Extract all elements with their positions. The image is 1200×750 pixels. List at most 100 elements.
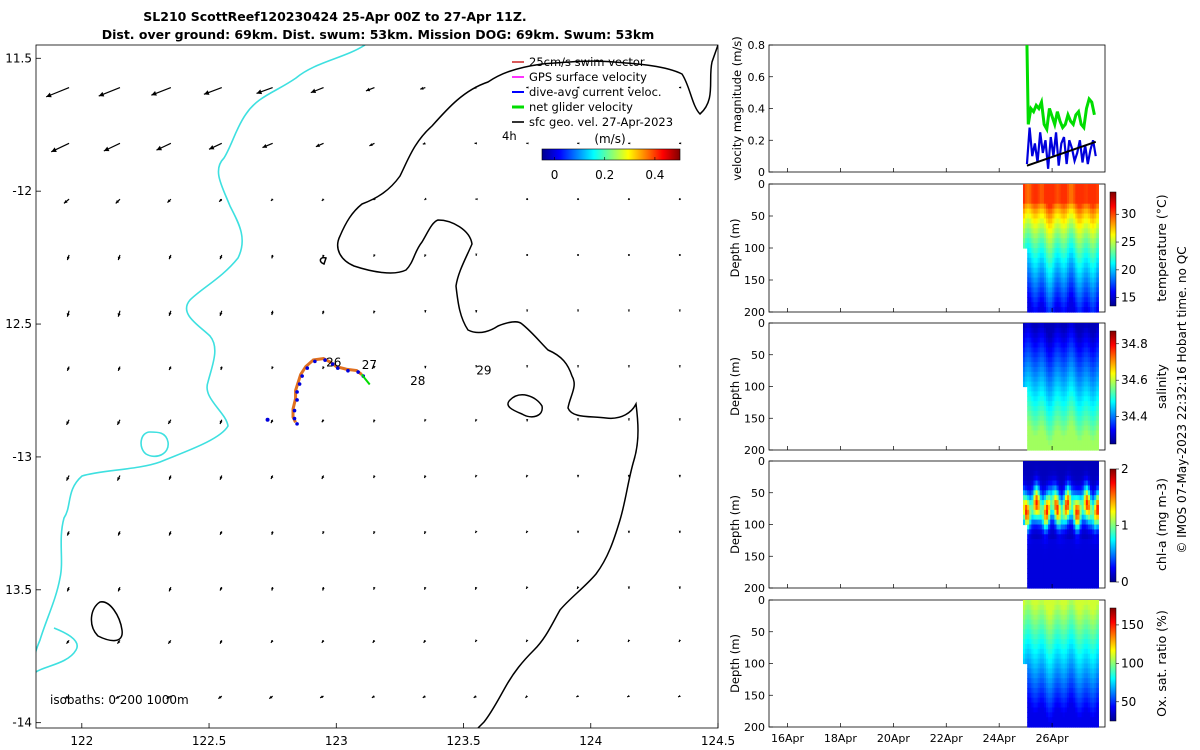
time-axis-labels: 16Apr 18Apr 20Apr 22Apr 24Apr 26Apr [771, 732, 1069, 745]
geo-vector [115, 198, 121, 204]
geo-vector [270, 310, 274, 316]
salinity-cbar-tick-label: 34.6 [1121, 373, 1148, 387]
dive-current-outlier [265, 417, 270, 422]
geo-vector [271, 531, 274, 535]
time-tick-label: 20Apr [877, 732, 911, 745]
temperature-y-label: Depth (m) [728, 219, 742, 278]
geo-vector [577, 198, 580, 201]
geo-vector [270, 419, 274, 424]
geo-vector [373, 531, 376, 535]
isobaths-label: isobaths: 0 200 1000m [50, 693, 189, 707]
map-x-axis: 122 122.5 123 123.5 124 124.5 [70, 723, 735, 748]
dive-current-marker [335, 366, 340, 370]
geo-vector [66, 310, 70, 317]
geo-vector [526, 198, 529, 201]
geo-vector [423, 475, 427, 479]
oxygen-y-tick-label: 50 [751, 626, 765, 639]
geo-vector [627, 365, 631, 368]
geo-vector [678, 639, 682, 643]
geo-vector [167, 639, 172, 645]
oxygen-y-tick-label: 150 [744, 689, 765, 702]
geo-vector [423, 639, 427, 644]
geo-vector [576, 530, 580, 534]
dive-current-marker [295, 422, 299, 426]
geo-vector [268, 695, 274, 700]
geo-vector [678, 530, 681, 534]
temperature-colorbar-label: temperature (°C) [1154, 194, 1169, 301]
map-colorbar [541, 148, 681, 161]
geo-vector [422, 142, 426, 145]
geo-vector [577, 253, 580, 256]
geo-vector [208, 142, 223, 150]
map-y-tick-label: 12.5 [5, 317, 32, 331]
title-line-1: SL210 ScottReef120230424 25-Apr 00Z to 2… [143, 9, 526, 24]
geo-vector [525, 639, 529, 643]
geo-vector [218, 198, 223, 203]
geo-vector [45, 86, 70, 98]
geo-vector [168, 254, 172, 260]
day-labels: 26 27 28 29 [326, 356, 491, 389]
geo-vector [116, 475, 121, 481]
geo-vector [371, 695, 375, 699]
geo-vector [678, 142, 682, 145]
geo-vector [474, 530, 478, 534]
geo-vector [220, 366, 223, 371]
velocity-series-line [1026, 140, 1097, 167]
geo-vector [474, 474, 478, 478]
salinity-cbar-tick-label: 34.4 [1121, 410, 1148, 424]
oxygen-colorbar [1109, 607, 1117, 722]
geo-vector [117, 531, 121, 536]
geo-vector [373, 586, 376, 590]
geo-vector [678, 253, 681, 256]
oxygen-cbar-tick-label: 50 [1121, 695, 1136, 709]
velocity-y-tick-label: 0.2 [748, 134, 766, 147]
map-y-tick-label: -12 [12, 184, 32, 198]
coastline [36, 45, 366, 673]
dive-current-marker [300, 374, 304, 378]
chl-a-colorbar-label: chl-a (mg m-3) [1154, 478, 1169, 571]
dive-current-marker [295, 390, 299, 394]
geo-vector [219, 475, 223, 481]
geo-vector [526, 142, 529, 145]
geo-vector [475, 253, 478, 256]
geo-vector [627, 530, 631, 534]
geo-vector [525, 474, 529, 478]
dive-current-marker [330, 362, 335, 366]
geo-vector [321, 475, 325, 480]
geo-vector [474, 418, 478, 422]
geo-vector [117, 586, 121, 592]
dive-current-marker [305, 366, 310, 370]
geo-vector [321, 639, 325, 644]
time-tick-label: 16Apr [771, 732, 805, 745]
credit-text: © IMOS 07-May-2023 22:32:16 Hobart time.… [1175, 246, 1189, 553]
geo-vector [117, 254, 121, 261]
time-tick-label: 18Apr [824, 732, 858, 745]
oxygen-y-tick-label: 100 [744, 658, 765, 671]
oxygen-cbar-tick-label: 150 [1121, 618, 1144, 632]
geo-vector [116, 639, 121, 645]
legend-net-label: net glider velocity [529, 100, 633, 114]
temperature-y-tick-label: 200 [744, 306, 765, 319]
dive-current-marker [292, 416, 297, 421]
geo-vector [373, 310, 376, 314]
salinity-y-tick-label: 150 [744, 412, 765, 425]
geo-vector [167, 419, 172, 425]
geo-vector [271, 254, 274, 259]
geo-vector [151, 86, 172, 96]
temperature-y-tick-label: 0 [758, 178, 765, 191]
temperature-profile-cells [1022, 184, 1099, 313]
geo-vector [420, 86, 426, 90]
geo-vector [473, 695, 477, 699]
geo-vector [103, 142, 121, 152]
map-x-tick-label: 122 [70, 734, 93, 748]
geo-vector [365, 86, 375, 92]
geo-vector [115, 695, 121, 700]
geo-vector [678, 586, 681, 589]
geo-vector [310, 86, 324, 94]
velocity-series-line [1025, 127, 1097, 169]
map-x-tick-label: 122.5 [192, 734, 226, 748]
salinity-panel: 0 50 100 150 200 Depth (m) 34.4 34.6 34.8 salinit… [728, 317, 1169, 457]
map-panel: 122 122.5 123 123.5 124 124.5 11.5-1212.5-131… [5, 44, 735, 748]
geo-vector [219, 586, 223, 591]
